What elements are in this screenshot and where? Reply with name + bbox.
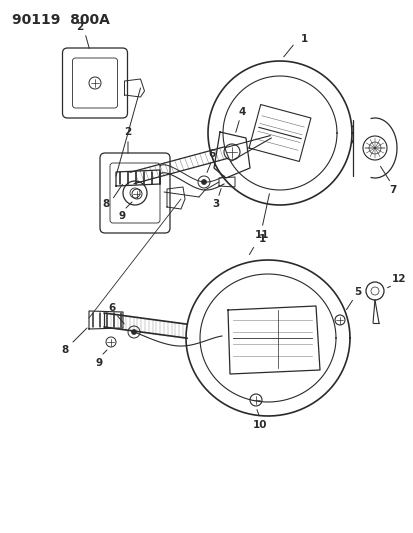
Text: 2: 2 bbox=[76, 22, 83, 32]
Text: 9: 9 bbox=[118, 211, 125, 221]
Text: 12: 12 bbox=[391, 274, 405, 284]
Text: 1: 1 bbox=[258, 234, 265, 244]
Circle shape bbox=[201, 180, 206, 184]
Text: 2: 2 bbox=[124, 127, 131, 137]
Text: 10: 10 bbox=[252, 420, 267, 430]
Text: 6: 6 bbox=[208, 149, 215, 159]
Text: 4: 4 bbox=[238, 107, 245, 117]
Text: 9: 9 bbox=[95, 358, 102, 368]
Text: 5: 5 bbox=[354, 287, 361, 297]
Text: 7: 7 bbox=[388, 185, 396, 195]
Text: 90119  800A: 90119 800A bbox=[12, 13, 109, 27]
Text: 1: 1 bbox=[300, 34, 307, 44]
Text: 3: 3 bbox=[212, 199, 219, 209]
Text: 6: 6 bbox=[108, 303, 115, 313]
Text: 8: 8 bbox=[61, 345, 69, 355]
Circle shape bbox=[131, 329, 136, 335]
Text: 11: 11 bbox=[254, 230, 268, 240]
Text: 8: 8 bbox=[102, 199, 109, 209]
